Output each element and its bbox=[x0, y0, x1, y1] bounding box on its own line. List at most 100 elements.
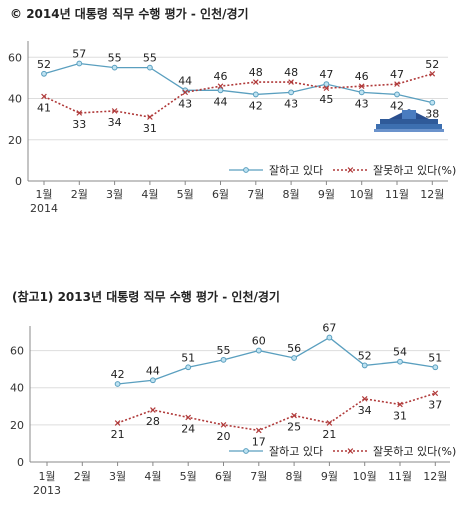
data-label: 67 bbox=[322, 322, 336, 335]
x-tick-label: 3월 bbox=[109, 470, 126, 483]
data-label: 42 bbox=[111, 368, 125, 381]
data-point bbox=[323, 81, 330, 88]
data-point bbox=[288, 79, 294, 85]
legend-marker-disapprove bbox=[347, 448, 354, 454]
legend-label-disapprove: 잘못하고 있다(%) bbox=[373, 163, 456, 177]
data-point bbox=[217, 83, 224, 89]
data-label: 44 bbox=[146, 364, 160, 377]
x-tick-label: 5월 bbox=[180, 470, 197, 483]
data-label: 17 bbox=[252, 435, 266, 448]
data-label: 24 bbox=[181, 422, 195, 435]
x-tick-label: 2월 bbox=[71, 188, 88, 201]
data-label: 52 bbox=[358, 349, 372, 362]
data-label: 34 bbox=[358, 404, 372, 417]
y-tick-label: 20 bbox=[10, 419, 24, 432]
data-point bbox=[326, 334, 333, 341]
x-tick-label: 8월 bbox=[283, 188, 300, 201]
palace-shape bbox=[380, 119, 438, 124]
data-label: 51 bbox=[181, 351, 195, 364]
y-tick-label: 60 bbox=[10, 345, 24, 358]
data-point bbox=[358, 83, 365, 89]
chart-title-2013: (참고1) 2013년 대통령 직무 수행 평가 - 인천/경기 bbox=[12, 288, 280, 305]
legend-marker-disapprove bbox=[347, 167, 354, 173]
chart-title-text: 2014년 대통령 직무 수행 평가 - 인천/경기 bbox=[26, 7, 249, 21]
data-label: 57 bbox=[72, 47, 86, 60]
data-point bbox=[397, 401, 403, 408]
data-label: 52 bbox=[425, 58, 439, 71]
data-point bbox=[397, 358, 403, 365]
y-tick-label: 0 bbox=[17, 456, 24, 469]
data-label: 55 bbox=[217, 344, 231, 357]
series-line bbox=[43, 73, 433, 118]
x-tick-label: 7월 bbox=[247, 188, 264, 201]
data-label: 42 bbox=[249, 99, 263, 112]
data-point bbox=[114, 420, 121, 426]
data-point bbox=[429, 70, 436, 77]
copyright-symbol: © bbox=[10, 7, 22, 21]
data-label: 45 bbox=[319, 93, 333, 106]
data-label: 54 bbox=[393, 346, 407, 359]
series-line bbox=[117, 336, 436, 385]
data-point bbox=[220, 422, 227, 428]
data-point bbox=[255, 347, 262, 354]
x-tick-label: 11월 bbox=[385, 188, 409, 201]
data-point bbox=[111, 108, 118, 114]
data-point bbox=[76, 60, 83, 67]
data-label: 52 bbox=[37, 58, 51, 71]
data-point bbox=[185, 414, 192, 421]
year-label: 2013 bbox=[33, 484, 61, 497]
x-tick-label: 2월 bbox=[74, 470, 91, 483]
x-tick-label: 7월 bbox=[250, 470, 267, 483]
panel-separator bbox=[0, 240, 459, 274]
y-tick-label: 40 bbox=[8, 93, 22, 106]
chart-title-2014: © 2014년 대통령 직무 수행 평가 - 인천/경기 bbox=[10, 5, 249, 22]
data-label: 44 bbox=[214, 95, 228, 108]
x-tick-label: 4월 bbox=[141, 188, 158, 201]
palace-shape bbox=[376, 124, 442, 129]
x-tick-label: 11월 bbox=[388, 470, 412, 483]
data-point bbox=[182, 89, 189, 96]
data-label: 55 bbox=[108, 52, 122, 65]
data-label: 34 bbox=[108, 116, 122, 129]
data-label: 48 bbox=[284, 66, 298, 79]
data-label: 51 bbox=[428, 351, 442, 364]
data-point bbox=[432, 390, 439, 397]
data-label: 42 bbox=[390, 99, 404, 112]
x-tick-label: 1월 bbox=[35, 188, 52, 201]
data-label: 31 bbox=[143, 122, 157, 135]
data-point bbox=[111, 64, 118, 71]
palace-shape bbox=[374, 129, 444, 132]
data-point bbox=[147, 114, 153, 120]
data-label: 25 bbox=[287, 421, 301, 434]
legend-label-disapprove: 잘못하고 있다(%) bbox=[373, 444, 456, 458]
data-label: 47 bbox=[390, 68, 404, 81]
data-label: 43 bbox=[284, 97, 298, 110]
data-label: 37 bbox=[428, 398, 442, 411]
data-point bbox=[361, 396, 368, 402]
data-point bbox=[114, 381, 121, 387]
legend-label-approve: 잘하고 있다 bbox=[269, 444, 323, 458]
data-label: 21 bbox=[111, 428, 125, 441]
data-point bbox=[41, 70, 47, 77]
x-tick-label: 6월 bbox=[215, 470, 232, 483]
data-point bbox=[185, 364, 192, 371]
data-point bbox=[358, 89, 365, 96]
data-point bbox=[323, 85, 330, 92]
data-point bbox=[429, 99, 436, 106]
x-tick-label: 10월 bbox=[350, 188, 374, 201]
data-point bbox=[41, 93, 47, 100]
data-point bbox=[252, 79, 259, 85]
chart-panel-2013: (참고1) 2013년 대통령 직무 수행 평가 - 인천/경기 0 20 40 60… bbox=[0, 274, 459, 506]
legend-label-approve: 잘하고 있다 bbox=[269, 163, 323, 177]
data-label: 46 bbox=[214, 70, 228, 83]
x-tick-label: 8월 bbox=[286, 470, 303, 483]
x-tick-label: 1월 bbox=[38, 470, 55, 483]
data-point bbox=[326, 420, 333, 426]
chart-panel-2014: © 2014년 대통령 직무 수행 평가 - 인천/경기 0 20 40 60 1월 2월… bbox=[0, 0, 459, 240]
data-label: 20 bbox=[217, 430, 231, 443]
data-point bbox=[432, 364, 439, 371]
x-tick-label: 9월 bbox=[321, 470, 338, 483]
line-chart-2013: 0 20 40 60 1월 2월 3월 4월 5월 6월 7월 8월 9월 10월 11월 12월 2013 42… bbox=[10, 322, 456, 497]
data-point bbox=[217, 87, 224, 94]
data-label: 55 bbox=[143, 52, 157, 65]
